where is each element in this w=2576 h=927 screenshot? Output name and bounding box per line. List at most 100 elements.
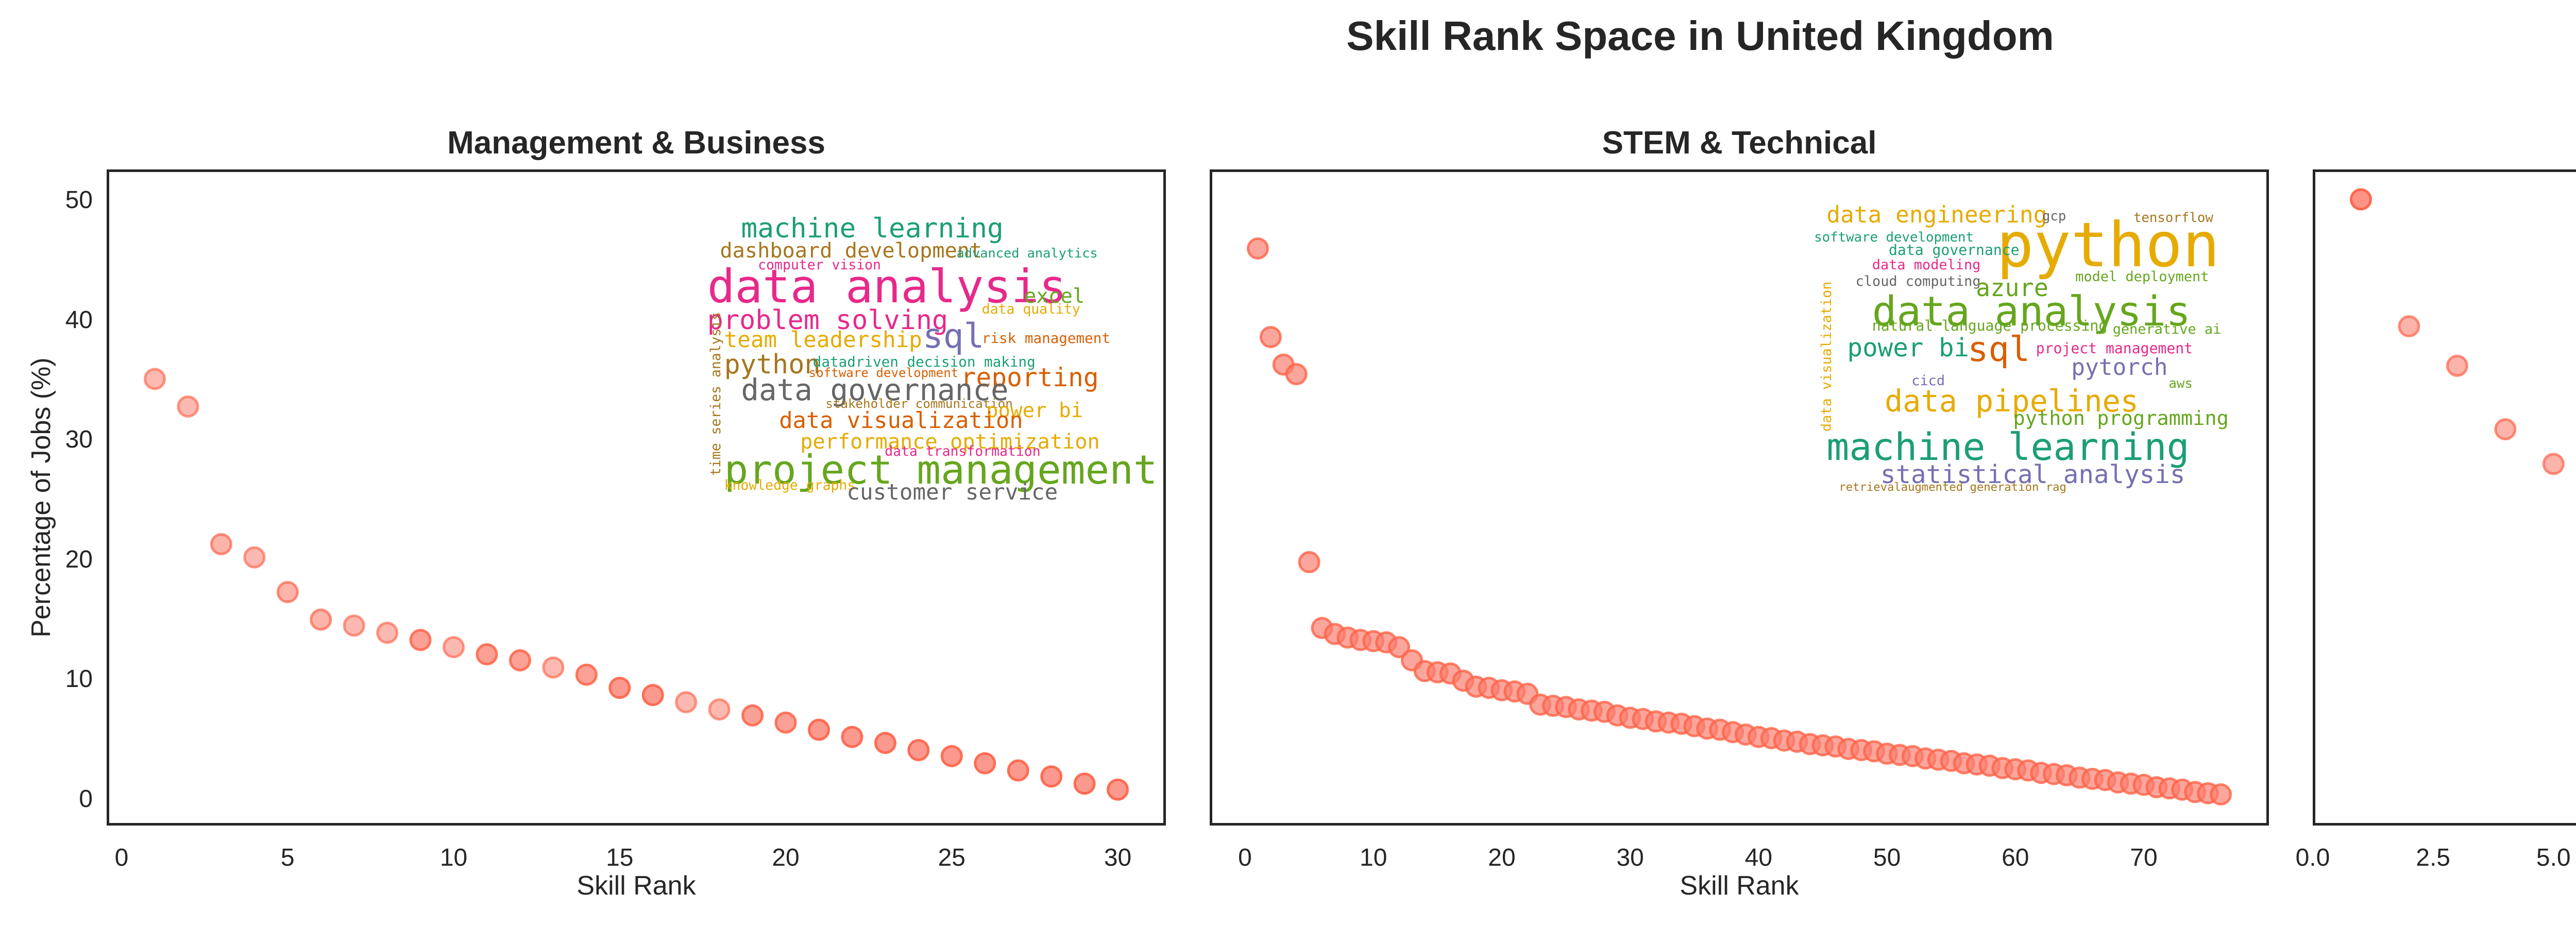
x-tick-label: 0.0 [2295, 844, 2330, 871]
data-point [177, 395, 199, 418]
word-cloud-term: data pipelines [1884, 384, 2139, 419]
x-tick-label: 30 [1616, 844, 1644, 871]
data-point [641, 684, 664, 707]
data-point [1007, 759, 1029, 782]
word-cloud-term: gcp [2042, 209, 2066, 225]
word-cloud-term: power bi [1847, 332, 1970, 363]
data-point [476, 643, 498, 666]
data-point [575, 663, 598, 686]
x-tick-label: 0 [1238, 844, 1252, 871]
data-point [1285, 363, 1308, 386]
panel-title: STEM & Technical [1602, 125, 1877, 161]
word-cloud-term: risk management [981, 329, 1110, 347]
y-tick-label: 40 [65, 306, 93, 334]
x-axis-label: Skill Rank [1680, 871, 1799, 901]
x-tick-label: 5.0 [2536, 844, 2571, 871]
x-tick-label: 30 [1104, 844, 1132, 871]
data-point [774, 711, 797, 734]
word-cloud-term: statistical analysis [1880, 459, 2185, 489]
word-cloud-term: power bi [986, 399, 1083, 422]
data-point [443, 636, 465, 659]
data-point [2210, 783, 2232, 806]
data-point [2349, 188, 2372, 211]
word-cloud-term: datadriven decision making [812, 353, 1036, 370]
word-cloud-term: python [724, 349, 821, 380]
data-point [940, 745, 963, 767]
y-tick-label: 0 [79, 785, 93, 813]
data-point [1298, 551, 1320, 574]
word-cloud-term: reporting [960, 362, 1099, 392]
word-cloud-term: data engineering [1826, 202, 2047, 229]
data-point [708, 698, 731, 720]
word-cloud-term: excel [1024, 285, 1085, 308]
data-point [2494, 418, 2517, 440]
data-point [276, 581, 299, 604]
y-tick-label: 50 [65, 186, 93, 214]
word-cloud-term: data analysis [707, 260, 1067, 314]
x-tick-label: 20 [772, 844, 800, 871]
word-cloud-term: problem solving [707, 304, 948, 336]
word-cloud-term: data governance [741, 372, 1009, 407]
data-point [1259, 325, 1282, 348]
data-point [376, 622, 399, 644]
data-point [2446, 354, 2468, 377]
word-cloud-term: natural language processing [1872, 317, 2108, 334]
word-cloud-term: data governance [1889, 242, 2020, 259]
word-cloud-term: advanced analytics [956, 245, 1098, 261]
data-point [907, 739, 930, 762]
data-point [1107, 778, 1129, 801]
word-cloud-term: dashboard development [720, 239, 982, 263]
x-tick-label: 20 [1488, 844, 1516, 871]
x-tick-label: 15 [606, 844, 634, 871]
word-cloud-term: stakeholder communication [825, 396, 1013, 411]
data-point [310, 608, 332, 631]
panel-title: Management & Business [447, 125, 825, 161]
word-cloud-term: model deployment [2075, 269, 2209, 285]
x-tick-label: 5 [280, 844, 295, 871]
y-tick-label: 20 [65, 545, 93, 573]
data-point [741, 704, 764, 727]
word-cloud-term: aws [2168, 375, 2193, 391]
data-point [143, 368, 166, 390]
x-tick-label: 70 [2130, 844, 2158, 871]
word-cloud-term: software development [808, 365, 959, 380]
word-cloud-term: team leadership [724, 327, 922, 353]
word-cloud-term: software development [1814, 229, 1974, 245]
word-cloud-term: cloud computing [1855, 273, 1981, 289]
data-point [243, 546, 266, 569]
data-point [409, 629, 432, 651]
word-cloud-term: generative ai [2112, 321, 2222, 338]
data-point [2398, 315, 2420, 338]
data-point [509, 649, 531, 672]
word-cloud-term: data modeling [1872, 256, 1981, 273]
x-tick-label: 40 [1744, 844, 1773, 871]
word-cloud-term: project management [2036, 339, 2193, 357]
data-point [841, 726, 863, 748]
word-cloud-term: computer vision [758, 256, 881, 273]
word-cloud-term: machine learning [741, 213, 1004, 245]
figure-title: Skill Rank Space in United Kingdom [1346, 13, 2054, 59]
y-tick-label: 10 [65, 665, 93, 693]
data-point [874, 732, 896, 754]
data-point [807, 718, 830, 741]
data-point [675, 691, 698, 714]
word-cloud-term: customer service [846, 479, 1058, 505]
data-point [1040, 765, 1063, 788]
word-cloud-term: python [1996, 209, 2220, 281]
x-tick-label: 2.5 [2416, 844, 2450, 871]
data-point [210, 533, 232, 556]
x-axis-label: Skill Rank [577, 871, 696, 901]
word-cloud-term: data transformation [885, 443, 1041, 459]
data-point [974, 752, 996, 775]
x-tick-label: 60 [2002, 844, 2029, 871]
word-cloud-term: machine learning [1826, 425, 2190, 470]
data-point [343, 614, 365, 637]
word-cloud-term: sql [923, 316, 985, 356]
data-point [608, 677, 631, 699]
word-cloud-term: sql [1967, 329, 2030, 369]
x-tick-label: 10 [1360, 844, 1387, 871]
word-cloud-term: project management [724, 447, 1158, 494]
